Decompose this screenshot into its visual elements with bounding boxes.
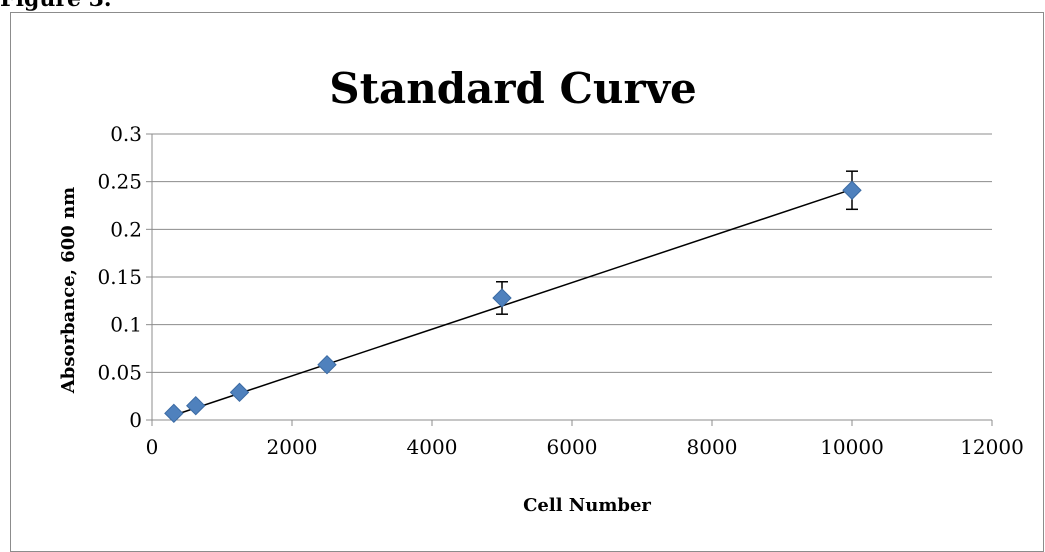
y-tick-label: 0.05: [97, 360, 142, 384]
chart-frame: Standard Curve 0 0.05 0.1 0.15 0.2 0.25 0.3 0 2…: [10, 12, 1044, 552]
x-tick-label: 6000: [547, 435, 598, 459]
x-axis-title: Cell Number: [523, 495, 651, 516]
y-tick-label: 0.3: [110, 122, 142, 146]
data-point: [842, 180, 862, 200]
x-tick-label: 2000: [267, 435, 318, 459]
standard-curve-chart: Standard Curve 0 0.05 0.1 0.15 0.2 0.25 0.3 0 2…: [58, 64, 1024, 516]
data-point: [186, 395, 206, 416]
y-tick-label: 0.25: [97, 170, 142, 194]
y-tick-labels: 0 0.05 0.1 0.15 0.2 0.25 0.3: [97, 122, 142, 432]
figure-label: Figure 3.: [0, 0, 112, 12]
data-points: [164, 180, 862, 424]
x-tick-label: 8000: [687, 435, 738, 459]
y-axis-title: Absorbance, 600 nm: [58, 187, 79, 394]
error-bars: [167, 170, 858, 416]
x-tick-label: 12000: [960, 435, 1024, 459]
y-tick-label: 0: [129, 408, 142, 432]
x-tick-label: 4000: [407, 435, 458, 459]
data-point: [229, 382, 250, 403]
data-point: [164, 403, 184, 424]
gridlines: [152, 133, 992, 373]
x-tick-labels: 0 2000 4000 6000 8000 10000 12000: [146, 435, 1024, 459]
chart-title: Standard Curve: [329, 64, 696, 113]
data-point: [492, 288, 512, 308]
y-tick-label: 0.2: [110, 217, 142, 241]
x-tick-label: 0: [146, 435, 159, 459]
y-tick-label: 0.1: [110, 313, 142, 337]
trendline-layer: [173, 188, 853, 416]
x-tick-label: 10000: [820, 435, 884, 459]
y-tick-label: 0.15: [97, 265, 142, 289]
trendline: [173, 188, 853, 416]
data-point: [317, 354, 337, 375]
axes: [146, 133, 993, 426]
